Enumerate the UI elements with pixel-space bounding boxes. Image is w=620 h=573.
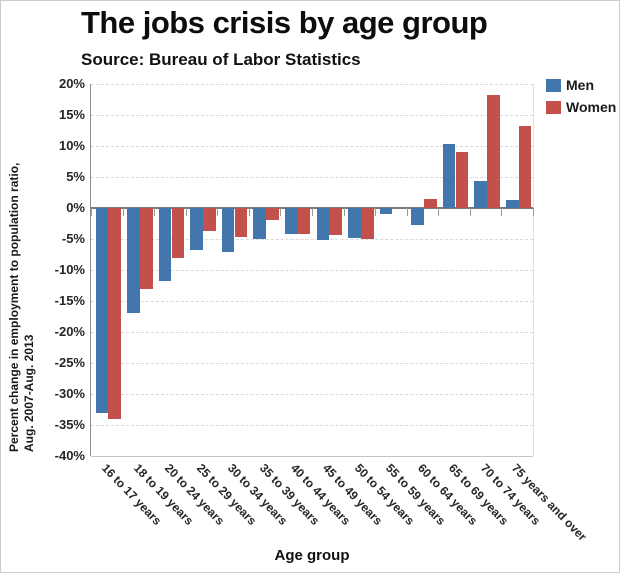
y-tick-label--35%: -35% bbox=[54, 417, 85, 432]
bar-men-40-to-44-years bbox=[284, 208, 298, 235]
gridline-15% bbox=[91, 115, 533, 116]
bar-women-40-to-44-years bbox=[297, 208, 311, 235]
y-tick-label-10%: 10% bbox=[58, 138, 85, 153]
bar-women-16-to-17-years bbox=[108, 208, 121, 419]
x-tick-mark bbox=[122, 208, 124, 216]
bar-women-75-years-and-over bbox=[518, 125, 532, 208]
bar-women-18-to-19-years bbox=[139, 208, 153, 290]
legend-swatch-women bbox=[546, 100, 561, 114]
bar-women-60-to-64-years bbox=[424, 199, 437, 208]
bar-women-50-to-54-years bbox=[360, 208, 374, 239]
bar-women-65-to-69-years bbox=[455, 152, 469, 208]
gridline-10% bbox=[91, 146, 533, 147]
x-tick-mark bbox=[185, 208, 187, 216]
bar-women-70-to-74-years bbox=[487, 94, 500, 208]
gridline--5% bbox=[91, 239, 533, 240]
bar-men-30-to-34-years bbox=[221, 208, 235, 253]
legend-swatch-men bbox=[546, 78, 561, 92]
bar-men-16-to-17-years bbox=[95, 208, 109, 413]
x-tick-mark bbox=[154, 208, 156, 216]
gridline--10% bbox=[91, 270, 533, 271]
bar-women-20-to-24-years bbox=[171, 208, 185, 259]
y-tick-label--5%: -5% bbox=[61, 231, 85, 246]
y-tick-label--25%: -25% bbox=[54, 355, 85, 370]
x-tick-mark bbox=[217, 208, 219, 216]
bar-women-35-to-39-years bbox=[266, 208, 279, 221]
y-tick-label--40%: -40% bbox=[54, 448, 85, 463]
y-axis-title: Percent change in employment to populati… bbox=[7, 92, 39, 452]
gridline--15% bbox=[91, 301, 533, 302]
y-axis-title-line2: Aug. 2007-Aug. 2013 bbox=[22, 334, 36, 452]
y-tick-label-5%: 5% bbox=[66, 169, 85, 184]
bar-men-70-to-74-years bbox=[474, 180, 487, 208]
y-tick-label-20%: 20% bbox=[58, 76, 85, 91]
chart-source: Source: Bureau of Labor Statistics bbox=[81, 50, 361, 69]
bar-men-20-to-24-years bbox=[158, 208, 172, 281]
gridline-20% bbox=[91, 84, 533, 85]
y-tick-label-15%: 15% bbox=[58, 107, 85, 122]
bar-women-25-to-29-years bbox=[203, 208, 216, 231]
legend-item-men: Men bbox=[546, 77, 616, 93]
x-tick-mark bbox=[533, 208, 534, 216]
x-tick-mark bbox=[343, 208, 345, 216]
y-tick-label--20%: -20% bbox=[54, 324, 85, 339]
right-border-line bbox=[533, 84, 534, 456]
bar-men-35-to-39-years bbox=[253, 208, 266, 239]
bar-men-50-to-54-years bbox=[348, 208, 361, 239]
bar-men-25-to-29-years bbox=[190, 208, 203, 251]
legend: Men Women bbox=[546, 77, 616, 121]
gridline--40% bbox=[91, 456, 533, 457]
bar-women-30-to-34-years bbox=[234, 208, 248, 238]
x-axis-title: Age group bbox=[274, 547, 350, 564]
x-tick-mark bbox=[248, 208, 250, 216]
legend-label-women: Women bbox=[566, 99, 617, 115]
legend-label-men: Men bbox=[566, 77, 594, 93]
x-tick-mark bbox=[406, 208, 408, 216]
x-tick-mark bbox=[280, 208, 282, 216]
legend-item-women: Women bbox=[546, 99, 616, 115]
x-tick-mark bbox=[375, 208, 377, 216]
y-axis-title-line1: Percent change in employment to populati… bbox=[7, 162, 21, 452]
plot-area bbox=[90, 84, 534, 457]
bar-men-55-to-59-years bbox=[379, 208, 393, 215]
y-tick-label-0%: 0% bbox=[66, 200, 85, 215]
gridline--35% bbox=[91, 425, 533, 426]
x-tick-mark bbox=[312, 208, 313, 216]
x-tick-mark bbox=[469, 208, 471, 216]
bar-women-45-to-49-years bbox=[329, 208, 342, 236]
y-tick-label--15%: -15% bbox=[54, 293, 85, 308]
y-axis-line bbox=[90, 84, 91, 456]
y-tick-label--30%: -30% bbox=[54, 386, 85, 401]
x-tick-mark bbox=[501, 208, 503, 216]
bar-men-45-to-49-years bbox=[316, 208, 330, 241]
x-tick-mark bbox=[438, 208, 440, 216]
gridline--20% bbox=[91, 332, 533, 333]
gridline--30% bbox=[91, 394, 533, 395]
bar-men-18-to-19-years bbox=[127, 208, 140, 314]
bar-men-60-to-64-years bbox=[411, 208, 424, 225]
chart-title: The jobs crisis by age group bbox=[81, 5, 488, 40]
gridline--25% bbox=[91, 363, 533, 364]
y-tick-label--10%: -10% bbox=[54, 262, 85, 277]
bar-men-65-to-69-years bbox=[442, 144, 456, 208]
x-tick-mark bbox=[91, 208, 92, 216]
gridline-5% bbox=[91, 177, 533, 178]
bar-men-75-years-and-over bbox=[505, 199, 519, 208]
